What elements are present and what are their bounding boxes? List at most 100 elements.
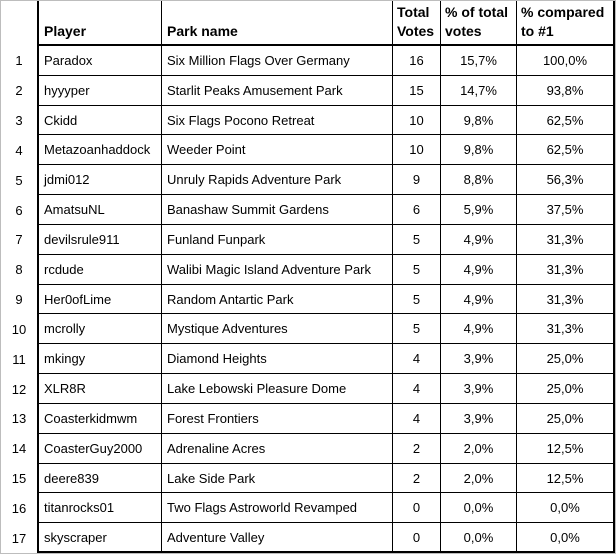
votes-cell[interactable]: 5 <box>393 314 441 345</box>
player-cell[interactable]: rcdude <box>37 254 162 285</box>
votes-cell[interactable]: 6 <box>393 195 441 225</box>
pct-cell[interactable]: 4,9% <box>441 314 517 345</box>
pct-cell[interactable]: 0,0% <box>441 523 517 553</box>
cmp-cell[interactable]: 25,0% <box>517 344 615 375</box>
pct-cell[interactable]: 14,7% <box>441 75 517 106</box>
cmp-cell[interactable]: 25,0% <box>517 374 615 404</box>
cmp-cell[interactable]: 12,5% <box>517 463 615 494</box>
cmp-cell[interactable]: 31,3% <box>517 254 615 285</box>
pct-cell[interactable]: 8,8% <box>441 165 517 196</box>
cmp-cell[interactable]: 62,5% <box>517 135 615 166</box>
player-cell[interactable]: XLR8R <box>37 374 162 404</box>
player-cell[interactable]: devilsrule911 <box>37 224 162 255</box>
row-rank[interactable]: 10 <box>1 314 37 345</box>
votes-cell[interactable]: 4 <box>393 344 441 375</box>
cmp-cell[interactable]: 25,0% <box>517 403 615 434</box>
player-cell[interactable]: titanrocks01 <box>37 493 162 524</box>
votes-cell[interactable]: 4 <box>393 374 441 404</box>
park-cell[interactable]: Funland Funpark <box>162 224 393 255</box>
player-cell[interactable]: mkingy <box>37 344 162 375</box>
player-cell[interactable]: Ckidd <box>37 105 162 136</box>
votes-cell[interactable]: 2 <box>393 463 441 494</box>
park-cell[interactable]: Banashaw Summit Gardens <box>162 195 393 225</box>
pct-cell[interactable]: 5,9% <box>441 195 517 225</box>
player-cell[interactable]: Metazoanhaddock <box>37 135 162 166</box>
votes-cell[interactable]: 0 <box>393 523 441 553</box>
col-header-park[interactable]: Park name <box>162 1 393 46</box>
cmp-cell[interactable]: 56,3% <box>517 165 615 196</box>
park-cell[interactable]: Walibi Magic Island Adventure Park <box>162 254 393 285</box>
cmp-cell[interactable]: 0,0% <box>517 523 615 553</box>
votes-cell[interactable]: 9 <box>393 165 441 196</box>
votes-cell[interactable]: 5 <box>393 254 441 285</box>
park-cell[interactable]: Adrenaline Acres <box>162 433 393 464</box>
player-cell[interactable]: jdmi012 <box>37 165 162 196</box>
player-cell[interactable]: CoasterGuy2000 <box>37 433 162 464</box>
votes-cell[interactable]: 15 <box>393 75 441 106</box>
row-rank[interactable]: 3 <box>1 105 37 136</box>
pct-cell[interactable]: 4,9% <box>441 284 517 315</box>
cmp-cell[interactable]: 0,0% <box>517 493 615 524</box>
player-cell[interactable]: deere839 <box>37 463 162 494</box>
park-cell[interactable]: Lake Lebowski Pleasure Dome <box>162 374 393 404</box>
park-cell[interactable]: Diamond Heights <box>162 344 393 375</box>
cmp-cell[interactable]: 31,3% <box>517 224 615 255</box>
pct-cell[interactable]: 15,7% <box>441 46 517 76</box>
row-rank[interactable]: 13 <box>1 403 37 434</box>
cmp-cell[interactable]: 31,3% <box>517 314 615 345</box>
cmp-cell[interactable]: 93,8% <box>517 75 615 106</box>
cmp-cell[interactable]: 12,5% <box>517 433 615 464</box>
votes-cell[interactable]: 2 <box>393 433 441 464</box>
player-cell[interactable]: Paradox <box>37 46 162 76</box>
votes-cell[interactable]: 10 <box>393 135 441 166</box>
row-rank[interactable]: 1 <box>1 46 37 76</box>
row-rank[interactable]: 5 <box>1 165 37 196</box>
pct-cell[interactable]: 3,9% <box>441 374 517 404</box>
pct-cell[interactable]: 0,0% <box>441 493 517 524</box>
park-cell[interactable]: Lake Side Park <box>162 463 393 494</box>
park-cell[interactable]: Random Antartic Park <box>162 284 393 315</box>
row-rank[interactable]: 9 <box>1 284 37 315</box>
row-rank[interactable]: 15 <box>1 463 37 494</box>
park-cell[interactable]: Two Flags Astroworld Revamped <box>162 493 393 524</box>
row-rank[interactable]: 17 <box>1 523 37 553</box>
park-cell[interactable]: Forest Frontiers <box>162 403 393 434</box>
votes-cell[interactable]: 5 <box>393 224 441 255</box>
player-cell[interactable]: mcrolly <box>37 314 162 345</box>
park-cell[interactable]: Mystique Adventures <box>162 314 393 345</box>
row-rank[interactable]: 8 <box>1 254 37 285</box>
park-cell[interactable]: Unruly Rapids Adventure Park <box>162 165 393 196</box>
pct-cell[interactable]: 9,8% <box>441 105 517 136</box>
row-rank[interactable]: 14 <box>1 433 37 464</box>
row-rank[interactable]: 7 <box>1 224 37 255</box>
park-cell[interactable]: Six Million Flags Over Germany <box>162 46 393 76</box>
col-header-pct-total[interactable]: % of total votes <box>441 1 517 46</box>
row-rank[interactable]: 12 <box>1 374 37 404</box>
player-cell[interactable]: hyyyper <box>37 75 162 106</box>
pct-cell[interactable]: 2,0% <box>441 463 517 494</box>
votes-cell[interactable]: 5 <box>393 284 441 315</box>
pct-cell[interactable]: 2,0% <box>441 433 517 464</box>
votes-cell[interactable]: 0 <box>393 493 441 524</box>
player-cell[interactable]: Her0ofLime <box>37 284 162 315</box>
cmp-cell[interactable]: 31,3% <box>517 284 615 315</box>
cmp-cell[interactable]: 100,0% <box>517 46 615 76</box>
pct-cell[interactable]: 3,9% <box>441 344 517 375</box>
cmp-cell[interactable]: 37,5% <box>517 195 615 225</box>
player-cell[interactable]: AmatsuNL <box>37 195 162 225</box>
pct-cell[interactable]: 3,9% <box>441 403 517 434</box>
votes-cell[interactable]: 16 <box>393 46 441 76</box>
park-cell[interactable]: Weeder Point <box>162 135 393 166</box>
cmp-cell[interactable]: 62,5% <box>517 105 615 136</box>
votes-cell[interactable]: 10 <box>393 105 441 136</box>
row-rank[interactable]: 6 <box>1 195 37 225</box>
col-header-total-votes[interactable]: Total Votes <box>393 1 441 46</box>
park-cell[interactable]: Six Flags Pocono Retreat <box>162 105 393 136</box>
park-cell[interactable]: Starlit Peaks Amusement Park <box>162 75 393 106</box>
row-rank[interactable]: 11 <box>1 344 37 375</box>
pct-cell[interactable]: 9,8% <box>441 135 517 166</box>
pct-cell[interactable]: 4,9% <box>441 254 517 285</box>
votes-cell[interactable]: 4 <box>393 403 441 434</box>
row-rank[interactable]: 2 <box>1 75 37 106</box>
park-cell[interactable]: Adventure Valley <box>162 523 393 553</box>
